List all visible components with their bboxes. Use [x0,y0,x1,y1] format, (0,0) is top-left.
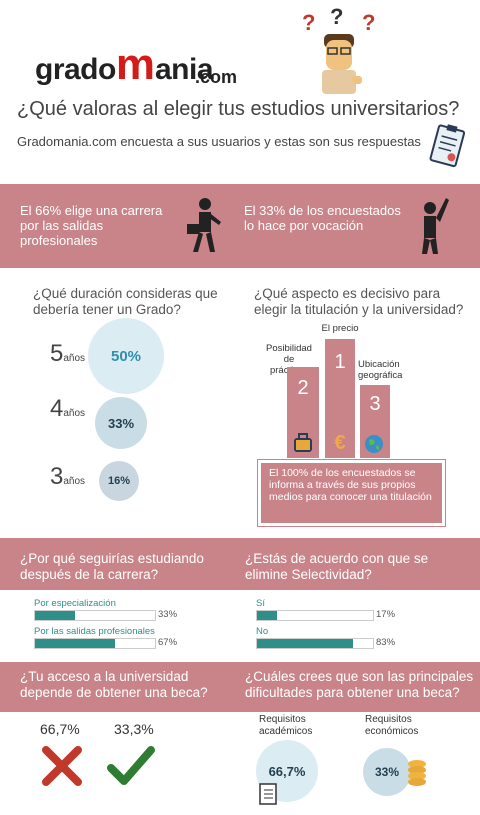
bar-track [34,610,156,621]
beca-yes-pct: 33,3% [114,721,154,737]
beca-question: ¿Tu acceso a la universidad depende de o… [20,669,208,700]
economic-circle: 33% [363,748,411,796]
clipboard-icon [424,124,472,170]
raised-hand-person-icon [412,192,452,256]
logo-ania: ania [154,53,214,86]
podium-second-rank: 2 [297,377,309,399]
academic-circle: 66,7% [256,740,318,802]
globe-icon [364,434,384,454]
years-4: 4años [50,395,85,423]
bar [35,639,116,648]
bar-category-label: No [256,626,269,637]
bar-row: Por especialización 33% [34,598,214,626]
svg-text:?: ? [362,10,375,35]
beca-no-pct: 66,7% [40,721,80,737]
difficulty-question: ¿Cuáles crees que son las principales di… [245,669,474,700]
career-stat-text: El 66% elige una carrera por las salidas… [20,203,163,248]
vocation-stat-text: El 33% de los encuestados lo hace por vo… [244,203,401,233]
logo-m: m [115,40,155,89]
logo-grado: grado [35,53,116,86]
bar-track [34,638,156,649]
bar-row: No 83% [256,626,426,654]
bar-category-label: Por las salidas profesionales [34,626,155,637]
svg-text:?: ? [330,6,343,29]
page-subtitle: Gradomania.com encuesta a sus usuarios y… [17,134,421,149]
duration-question: ¿Qué duración consideras que debería ten… [33,286,218,317]
duration-3-circle: 16% [99,461,139,501]
podium-third-rank: 3 [369,393,381,415]
podium-first: 1 [325,339,355,458]
bar-row: Sí 17% [256,598,426,626]
bar-track [256,610,374,621]
bar-value-label: 17% [376,609,396,620]
selectividad-question: ¿Estás de acuerdo con que se elimine Sel… [245,551,429,582]
economic-label: Requisitos económicos [365,714,419,737]
questions-band-1 [0,538,480,590]
years-unit: años [63,476,86,487]
bar-category-label: Sí [256,598,265,609]
duration-4-circle: 33% [95,397,147,449]
years-5-number: 5 [50,340,64,367]
bar-value-label: 33% [158,609,178,620]
bar-value-label: 83% [376,637,396,648]
bar-track [256,638,374,649]
bar [257,611,277,620]
logo: gradomania .com [35,40,237,90]
duration-5-circle: 50% [88,318,164,394]
cross-icon [40,744,84,788]
selectividad-bar-chart: Sí 17% No 83% [256,598,426,654]
euro-icon: € [334,432,346,454]
svg-text:?: ? [302,10,315,35]
walking-person-icon [181,196,227,256]
bar [257,639,354,648]
bar-value-label: 67% [158,637,178,648]
info-note: El 100% de los encuestados se informa a … [257,459,446,527]
years-5: 5años [50,340,85,368]
coins-icon [406,758,428,788]
thinking-person-icon: ? ? ? [302,4,392,96]
bar-row: Por las salidas profesionales 67% [34,626,214,654]
briefcase-icon [292,432,314,454]
page-title: ¿Qué valoras al elegir tus estudios univ… [17,98,460,120]
podium-third-label: Ubicación geográfica [358,359,403,381]
years-unit: años [63,408,86,419]
years-unit: años [63,353,86,364]
academic-label: Requisitos académicos [259,714,313,737]
podium-first-rank: 1 [334,351,346,373]
checklist-icon [258,782,278,806]
continue-bar-chart: Por especialización 33% Por las salidas pr… [34,598,214,654]
questions-band-2 [0,662,480,712]
continue-question: ¿Por qué seguirías estudiando después de… [20,551,204,582]
bar-category-label: Por especialización [34,598,116,609]
years-4-number: 4 [50,395,64,422]
bar [35,611,75,620]
podium-first-label: El precio [321,323,359,334]
stats-band [0,184,480,268]
checkmark-icon [106,744,156,788]
logo-dotcom: .com [195,67,238,87]
years-3-number: 3 [50,463,64,490]
aspect-question: ¿Qué aspecto es decisivo para elegir la … [254,286,464,317]
years-3: 3años [50,463,85,491]
